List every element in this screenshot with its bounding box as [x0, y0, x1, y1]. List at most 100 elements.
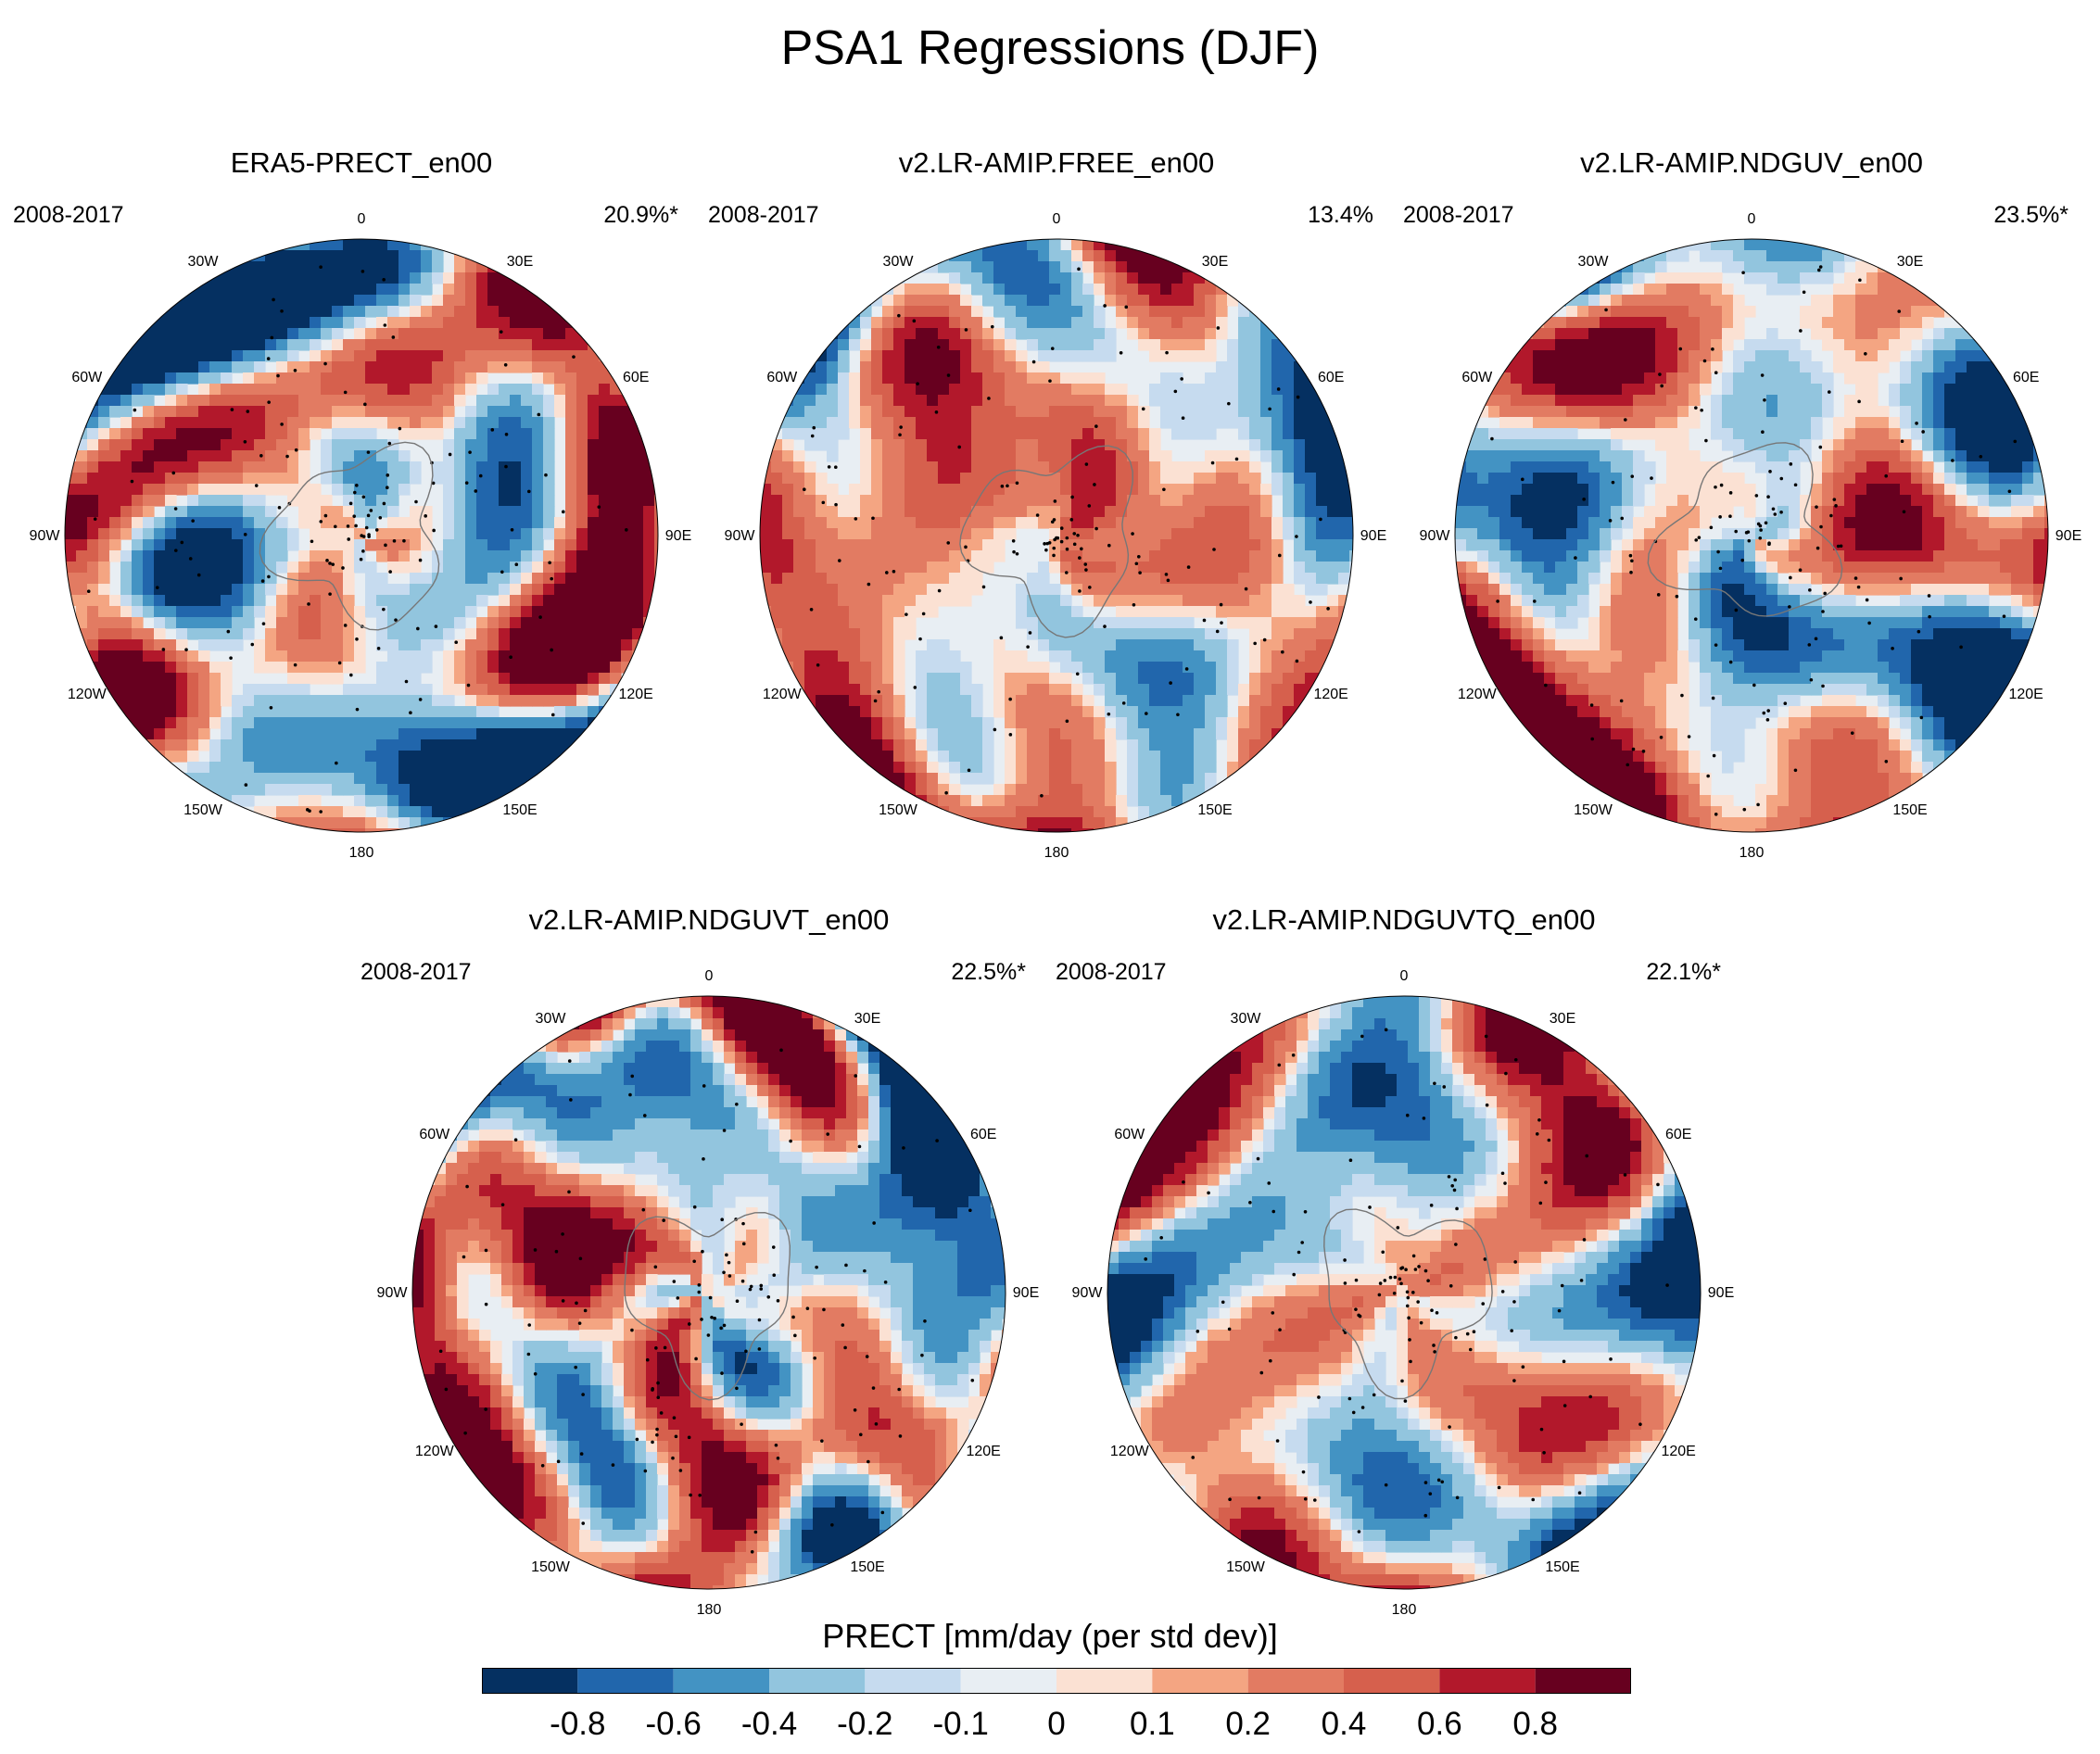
- precip-cell: [1082, 528, 1094, 540]
- precip-cell: [938, 528, 950, 540]
- precip-cell: [165, 606, 177, 618]
- precip-cell: [398, 595, 411, 607]
- precip-cell: [343, 606, 355, 618]
- precip-cell: [916, 484, 928, 496]
- precip-cell: [565, 417, 577, 429]
- significance-dot: [374, 528, 379, 532]
- precip-cell: [476, 417, 488, 429]
- precip-cell: [1027, 239, 1039, 240]
- precip-cell: [221, 306, 233, 318]
- precip-cell: [1183, 784, 1195, 796]
- precip-cell: [376, 295, 388, 307]
- precip-cell: [960, 539, 972, 551]
- precip-cell: [343, 573, 355, 585]
- precip-cell: [927, 728, 939, 740]
- significance-dot: [1309, 600, 1312, 604]
- precip-cell: [882, 306, 894, 318]
- precip-cell: [98, 573, 110, 585]
- precip-cell: [454, 284, 466, 296]
- precip-cell: [1655, 239, 1667, 251]
- precip-cell: [465, 628, 477, 640]
- precip-cell: [398, 239, 411, 240]
- precip-cell: [154, 650, 166, 662]
- precip-cell: [610, 617, 622, 629]
- significance-dot: [1072, 532, 1077, 536]
- precip-cell: [882, 517, 894, 529]
- precip-cell: [1194, 517, 1206, 529]
- precip-cell: [532, 461, 544, 473]
- precip-cell: [310, 650, 322, 662]
- precip-cell: [905, 728, 917, 740]
- precip-cell: [1105, 806, 1117, 818]
- precip-cell: [221, 495, 233, 507]
- precip-cell: [588, 595, 600, 607]
- precip-cell: [565, 573, 577, 585]
- precip-cell: [1005, 439, 1017, 451]
- precip-cell: [871, 473, 883, 485]
- precip-cell: [1205, 350, 1217, 362]
- precip-cell: [154, 628, 166, 640]
- precip-cell: [938, 684, 950, 696]
- precip-cell: [1049, 506, 1061, 518]
- precip-cell: [365, 473, 377, 485]
- precip-cell: [198, 584, 210, 596]
- precip-cell: [465, 384, 477, 396]
- precip-cell: [1016, 606, 1028, 618]
- precip-cell: [1138, 461, 1150, 473]
- precip-cell: [838, 317, 850, 329]
- precip-cell: [849, 539, 861, 551]
- precip-cell: [632, 395, 644, 407]
- precip-cell: [154, 706, 166, 718]
- precip-cell: [849, 595, 861, 607]
- precip-cell: [87, 417, 99, 429]
- precip-cell: [1194, 628, 1206, 640]
- precip-cell: [1049, 461, 1061, 473]
- precip-cell: [576, 372, 588, 385]
- precip-cell: [971, 717, 983, 729]
- precip-cell: [421, 428, 433, 440]
- precip-cell: [321, 261, 333, 273]
- precip-cell: [398, 395, 411, 407]
- precip-cell: [1127, 773, 1139, 785]
- precip-cell: [1811, 250, 1823, 262]
- precip-cell: [849, 684, 861, 696]
- precip-cell: [827, 428, 839, 440]
- precip-cell: [1777, 261, 1790, 273]
- precip-cell: [1316, 484, 1328, 496]
- precip-cell: [98, 550, 110, 562]
- precip-cell: [476, 795, 488, 807]
- precip-cell: [949, 428, 961, 440]
- precip-cell: [982, 717, 994, 729]
- precip-cell: [398, 295, 411, 307]
- precip-cell: [343, 684, 355, 696]
- precip-cell: [476, 317, 488, 329]
- precip-cell: [760, 461, 772, 473]
- precip-cell: [365, 517, 377, 529]
- precip-cell: [165, 439, 177, 451]
- precip-cell: [1160, 806, 1172, 818]
- precip-cell: [499, 684, 511, 696]
- precip-cell: [387, 784, 399, 796]
- precip-cell: [298, 573, 310, 585]
- precip-cell: [165, 562, 177, 574]
- precip-cell: [849, 517, 861, 529]
- precip-cell: [176, 706, 188, 718]
- precip-cell: [1105, 428, 1117, 440]
- precip-cell: [109, 439, 121, 451]
- precip-cell: [1944, 328, 1956, 340]
- precip-cell: [98, 617, 110, 629]
- precip-cell: [298, 306, 310, 318]
- precip-cell: [993, 495, 1006, 507]
- precip-cell: [487, 395, 500, 407]
- precip-cell: [938, 584, 950, 596]
- significance-dot: [431, 481, 436, 486]
- precip-cell: [1183, 773, 1195, 785]
- precip-cell: [187, 528, 199, 540]
- precip-cell: [510, 684, 522, 696]
- precip-cell: [1171, 795, 1183, 807]
- precip-cell: [782, 639, 794, 651]
- precip-cell: [860, 717, 872, 729]
- precip-cell: [232, 473, 244, 485]
- precip-cell: [1127, 406, 1139, 418]
- precip-cell: [1171, 284, 1183, 296]
